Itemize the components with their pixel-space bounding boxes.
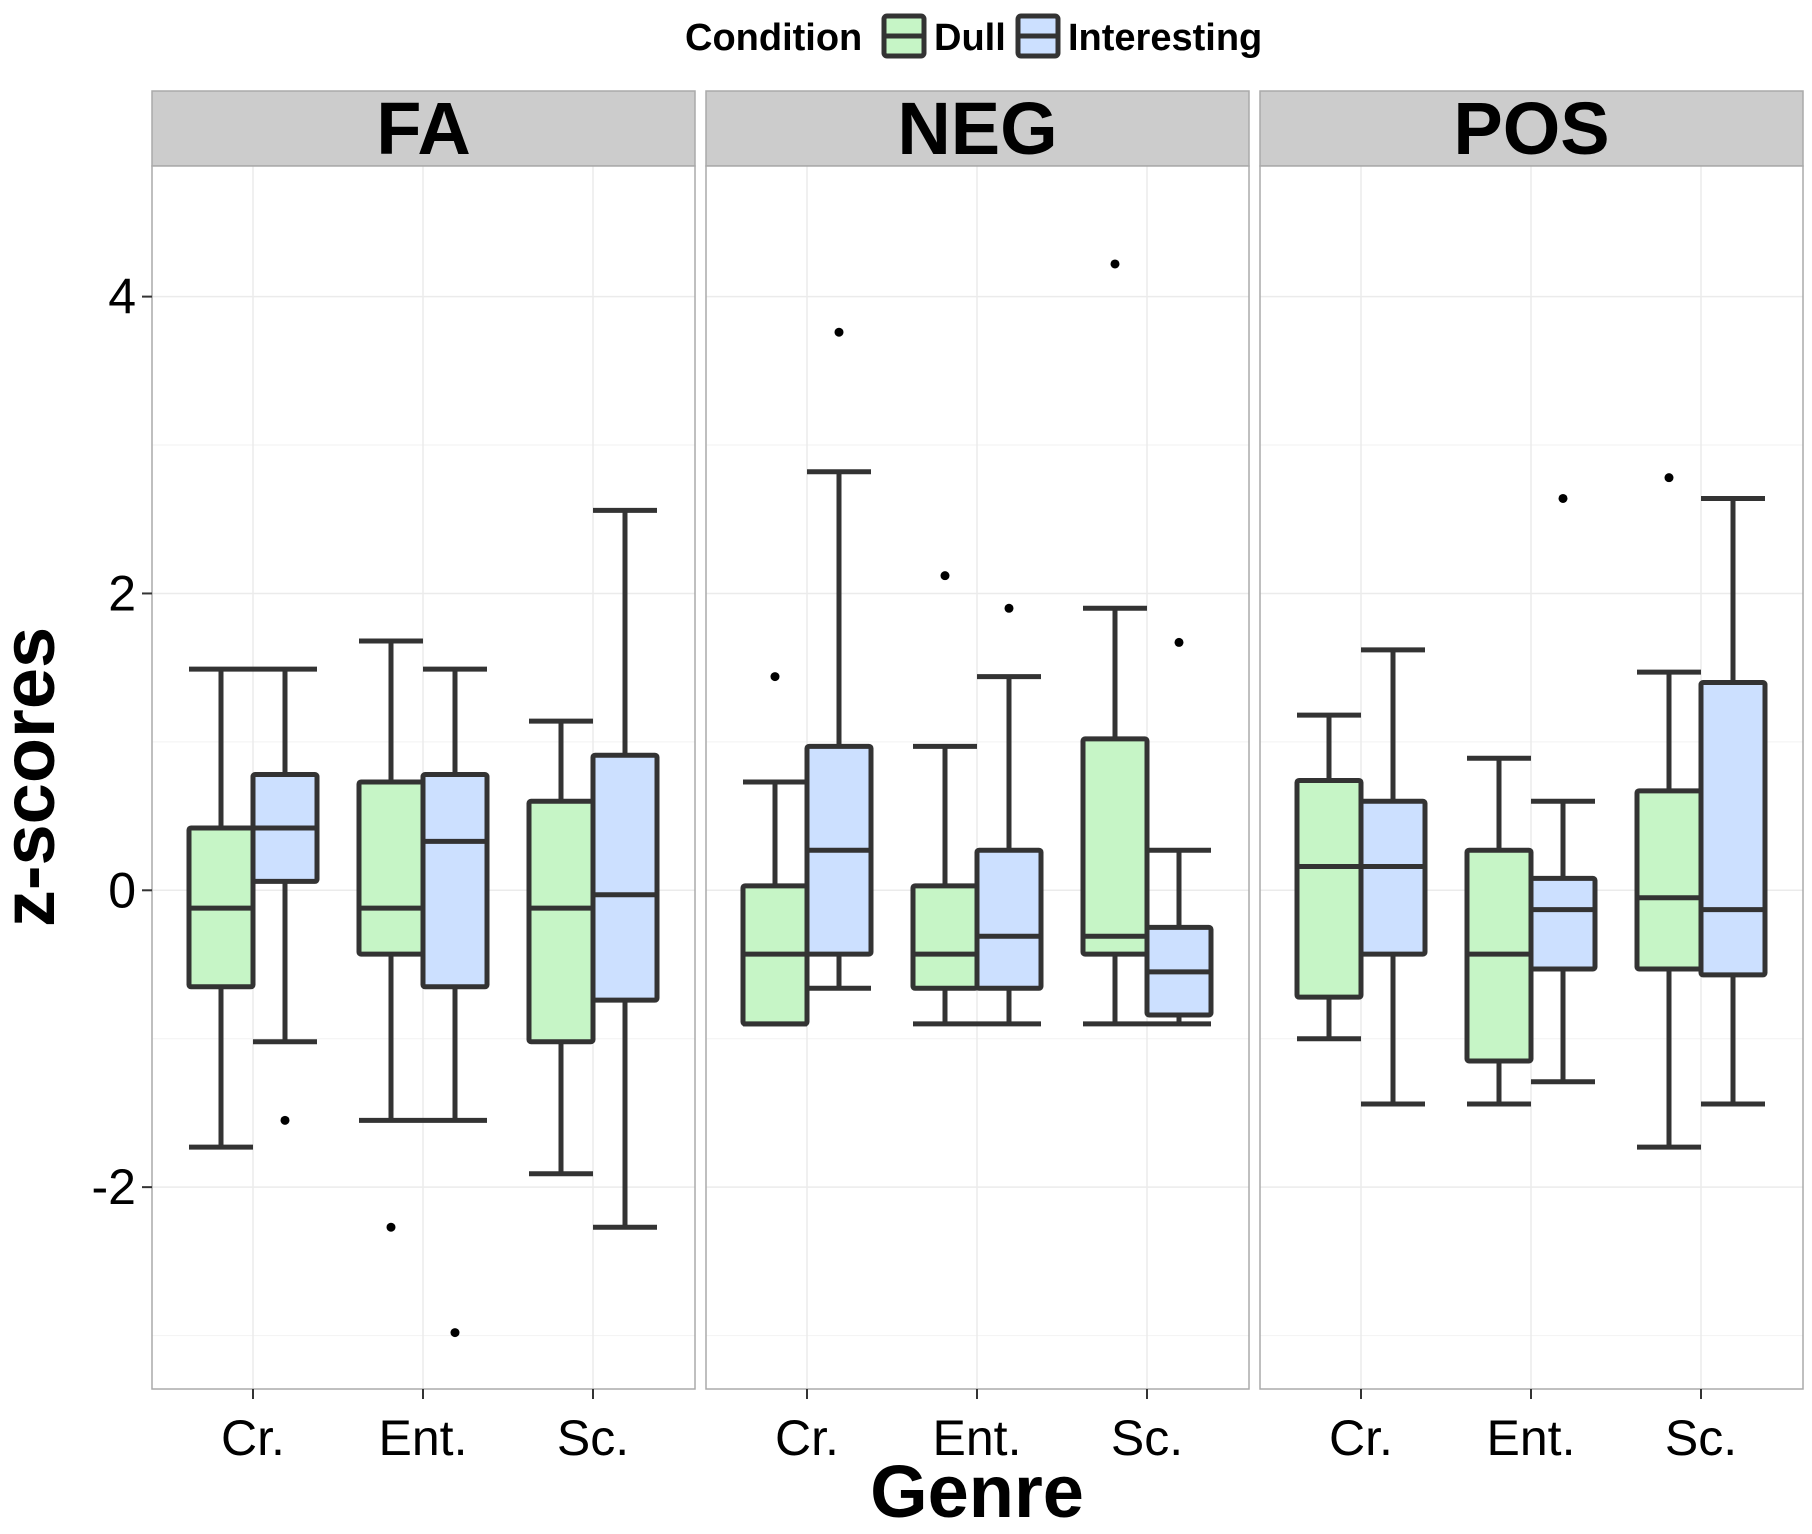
iqr-box [590, 752, 660, 1003]
x-tick-label: Sc. [1111, 1410, 1183, 1466]
x-tick-label: Sc. [1665, 1410, 1737, 1466]
x-tick-label: Cr. [775, 1410, 839, 1466]
iqr-box [420, 772, 490, 990]
box-fa-ent-dull [356, 638, 426, 1232]
x-tick-label: Ent. [1487, 1410, 1576, 1466]
outlier-point [1004, 603, 1014, 613]
box-fa-cr-dull [186, 666, 256, 1150]
iqr-box [526, 798, 596, 1045]
outlier-point [280, 1115, 290, 1125]
outlier-point [770, 672, 780, 682]
iqr-box [910, 883, 980, 991]
iqr-box [1294, 777, 1364, 1000]
strip-label-pos: POS [1453, 87, 1609, 170]
box-fa-ent-interesting [420, 666, 490, 1338]
strip-fa [151, 90, 696, 167]
strip-label-neg: NEG [897, 87, 1057, 170]
legend-label-dull: Dull [934, 17, 1006, 59]
box-neg-cr-interesting [804, 327, 874, 991]
legend: Condition Dull Interesting [685, 13, 1262, 59]
box-pos-ent-interesting [1528, 493, 1598, 1085]
legend-title: Condition [685, 17, 862, 59]
panel-fa: FA [151, 87, 696, 1390]
legend-label-interesting: Interesting [1068, 17, 1262, 59]
box-neg-sc-dull [1080, 259, 1150, 1027]
iqr-box [1634, 788, 1704, 972]
box-neg-sc-interesting [1144, 637, 1214, 1027]
x-axis: Cr. Ent. Sc. Cr. Ent. Sc. Cr. Ent. Sc. [221, 1389, 1737, 1466]
box-fa-sc-dull [526, 718, 596, 1177]
strip-label-fa: FA [376, 87, 471, 170]
x-axis-title: Genre [870, 1450, 1084, 1533]
outlier-point [1558, 493, 1568, 503]
legend-item-interesting: Interesting [1015, 13, 1262, 59]
outlier-point [386, 1222, 396, 1232]
iqr-box [1698, 680, 1768, 978]
y-tick-label: 4 [108, 269, 136, 325]
iqr-box [356, 779, 426, 957]
y-tick-label: 0 [108, 862, 136, 918]
y-axis-title: z-scores [0, 627, 70, 927]
strip-neg [705, 90, 1250, 167]
outlier-point [1110, 259, 1120, 269]
box-pos-cr-interesting [1358, 647, 1428, 1107]
x-tick-label: Cr. [221, 1410, 285, 1466]
outlier-point [834, 327, 844, 337]
x-tick-label: Ent. [933, 1410, 1022, 1466]
iqr-box [1358, 798, 1428, 957]
y-axis: -2 0 2 4 [92, 269, 152, 1215]
iqr-box [1528, 875, 1598, 972]
box-pos-ent-dull [1464, 755, 1534, 1107]
x-tick-label: Ent. [379, 1410, 468, 1466]
box-fa-cr-interesting [250, 666, 320, 1125]
outlier-point [1174, 637, 1184, 647]
panel-neg: NEG [705, 87, 1250, 1390]
box-fa-sc-interesting [590, 507, 660, 1230]
outlier-point [1664, 473, 1674, 483]
box-pos-sc-interesting [1698, 495, 1768, 1107]
iqr-box [1080, 736, 1150, 957]
x-tick-label: Sc. [557, 1410, 629, 1466]
box-neg-ent-interesting [974, 603, 1044, 1027]
iqr-box [974, 847, 1044, 991]
outlier-point [940, 571, 950, 581]
facet-panels: FA NEG POS [151, 87, 1804, 1390]
y-tick-label: 2 [108, 565, 136, 621]
outlier-point [450, 1328, 460, 1338]
legend-item-dull: Dull [881, 13, 1006, 59]
y-tick-label: -2 [92, 1159, 136, 1215]
x-tick-label: Cr. [1329, 1410, 1393, 1466]
panel-pos: POS [1259, 87, 1804, 1390]
